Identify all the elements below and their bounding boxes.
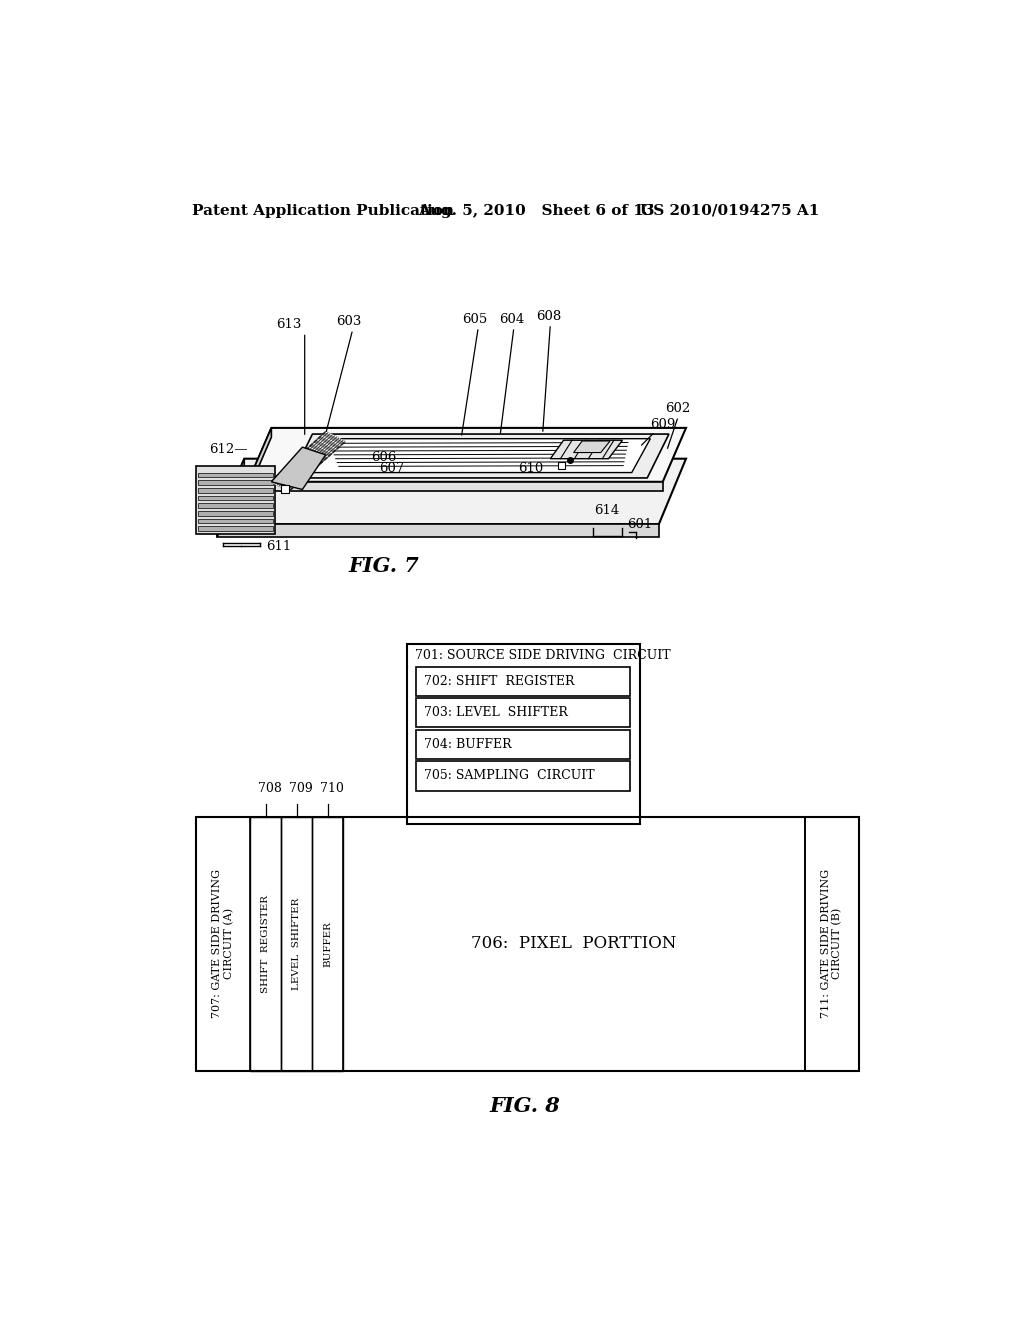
Polygon shape [271, 432, 345, 491]
Bar [312, 817, 343, 1071]
Text: US 2010/0194275 A1: US 2010/0194275 A1 [640, 203, 819, 218]
Polygon shape [550, 441, 623, 459]
Bar [343, 817, 805, 1071]
Text: 610: 610 [518, 462, 544, 475]
Polygon shape [217, 459, 686, 524]
Bar [197, 817, 859, 1071]
Text: 601: 601 [627, 517, 652, 531]
Text: 605: 605 [463, 313, 487, 326]
Bar [251, 817, 282, 1071]
Text: 710: 710 [321, 783, 344, 795]
Bar [407, 644, 640, 825]
Bar [198, 496, 273, 500]
Text: 613: 613 [276, 318, 302, 331]
Bar [198, 519, 273, 523]
Polygon shape [248, 428, 686, 482]
Text: 606: 606 [371, 451, 396, 465]
Text: 603: 603 [336, 315, 361, 329]
Text: 703: LEVEL  SHIFTER: 703: LEVEL SHIFTER [424, 706, 568, 719]
Text: 602: 602 [666, 403, 691, 416]
Text: 708: 708 [258, 783, 282, 795]
Text: 608: 608 [537, 310, 561, 323]
Text: 706:  PIXEL  PORTTION: 706: PIXEL PORTTION [471, 936, 677, 952]
Bar [198, 527, 273, 531]
Bar [198, 480, 273, 484]
Bar [198, 503, 273, 508]
Text: FIG. 8: FIG. 8 [489, 1096, 560, 1115]
Text: 701: SOURCE SIDE DRIVING  CIRCUIT: 701: SOURCE SIDE DRIVING CIRCUIT [415, 649, 671, 663]
Text: 614: 614 [594, 504, 620, 517]
Bar [417, 762, 630, 791]
Text: FIG. 7: FIG. 7 [348, 557, 419, 577]
Text: 707: GATE SIDE DRIVING
CIRCUIT (A): 707: GATE SIDE DRIVING CIRCUIT (A) [212, 870, 234, 1018]
Bar [198, 511, 273, 516]
Text: SHIFT  REGISTER: SHIFT REGISTER [261, 895, 270, 993]
Text: 609: 609 [650, 418, 676, 430]
Polygon shape [248, 428, 271, 491]
Bar [417, 698, 630, 727]
Polygon shape [217, 459, 245, 537]
Text: 611: 611 [266, 540, 292, 553]
Bar [198, 473, 273, 478]
Polygon shape [248, 482, 663, 491]
Text: 709: 709 [289, 783, 313, 795]
Polygon shape [271, 447, 326, 490]
Text: LEVEL  SHIFTER: LEVEL SHIFTER [293, 898, 301, 990]
Polygon shape [310, 438, 650, 473]
Polygon shape [197, 466, 275, 535]
Text: 604: 604 [499, 313, 524, 326]
Text: 704: BUFFER: 704: BUFFER [424, 738, 512, 751]
Polygon shape [573, 441, 610, 453]
Text: 702: SHIFT  REGISTER: 702: SHIFT REGISTER [424, 675, 574, 688]
Text: BUFFER: BUFFER [324, 921, 333, 966]
Polygon shape [217, 524, 658, 537]
Bar [282, 484, 289, 492]
Bar [197, 817, 251, 1071]
Text: 607: 607 [379, 462, 404, 475]
Polygon shape [291, 434, 669, 478]
Text: 612—: 612— [210, 444, 248, 455]
Bar [417, 667, 630, 696]
Bar [198, 488, 273, 492]
Bar [805, 817, 859, 1071]
Text: 711: GATE SIDE DRIVING
CIRCUIT (B): 711: GATE SIDE DRIVING CIRCUIT (B) [820, 870, 843, 1018]
Text: 705: SAMPLING  CIRCUIT: 705: SAMPLING CIRCUIT [424, 770, 595, 783]
Bar [282, 817, 312, 1071]
Bar [558, 462, 565, 469]
Bar [417, 730, 630, 759]
Text: Patent Application Publication: Patent Application Publication [191, 203, 454, 218]
Text: Aug. 5, 2010   Sheet 6 of 13: Aug. 5, 2010 Sheet 6 of 13 [419, 203, 655, 218]
